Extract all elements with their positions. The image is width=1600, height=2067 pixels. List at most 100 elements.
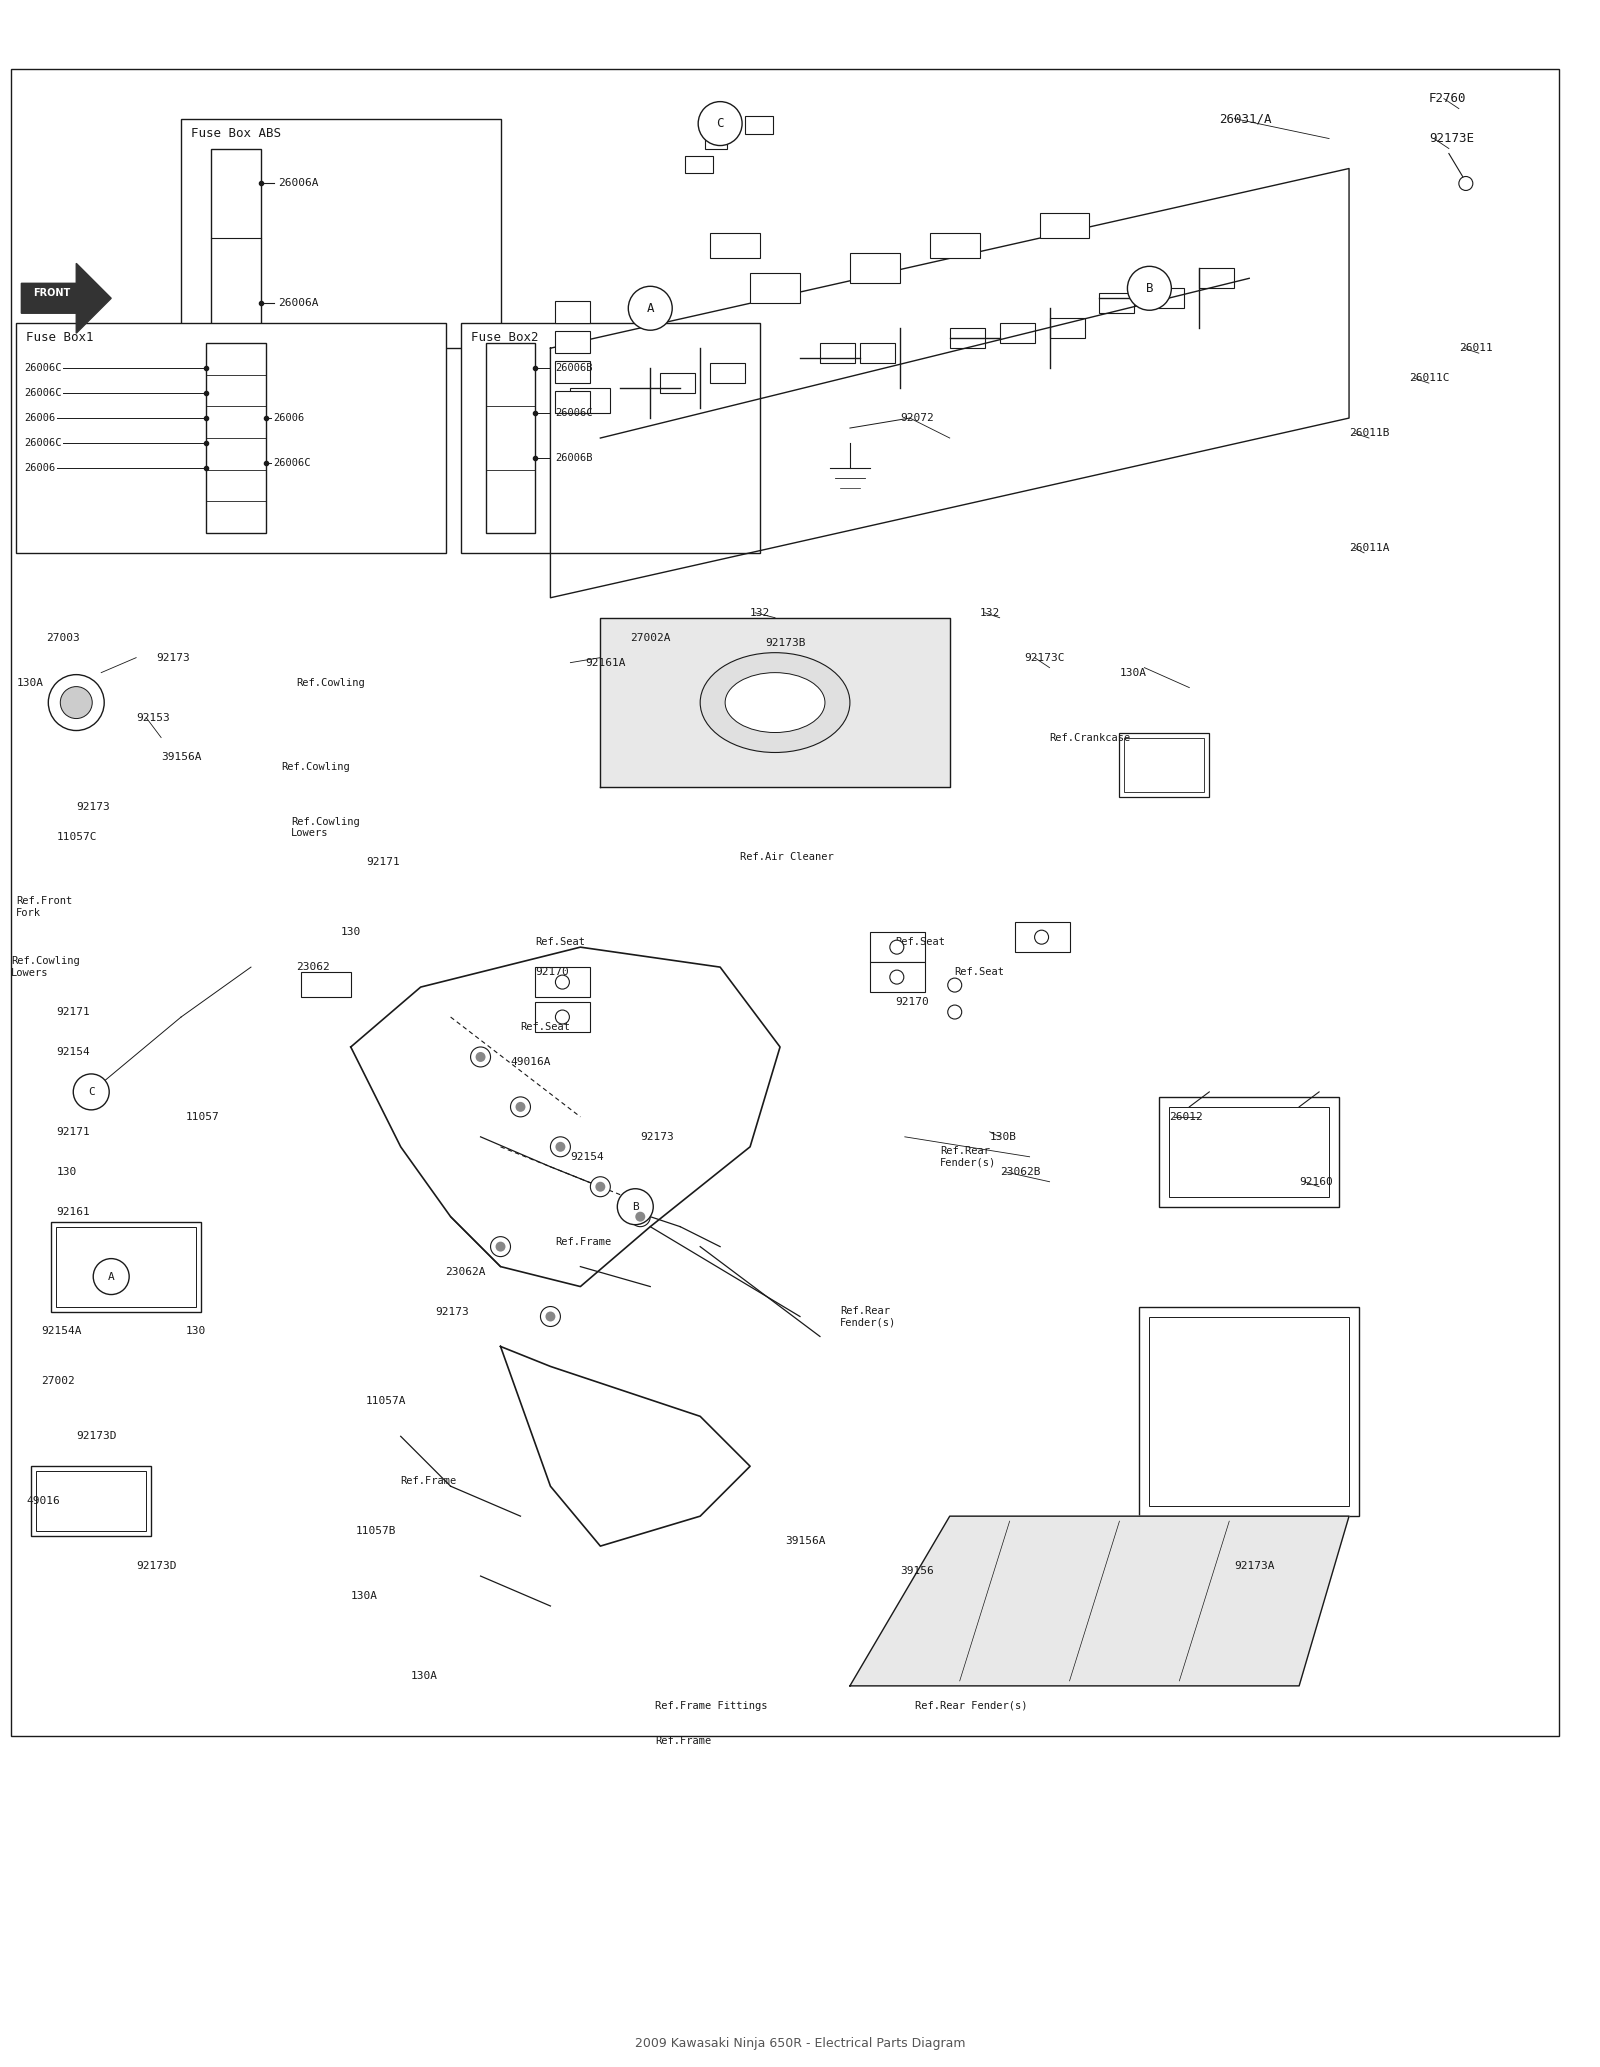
Circle shape	[470, 1048, 491, 1067]
Text: 92173D: 92173D	[77, 1430, 117, 1441]
Bar	[11, 68, 1558, 1736]
Text: 23062A: 23062A	[446, 1267, 486, 1277]
Circle shape	[48, 674, 104, 730]
Text: Ref.Frame: Ref.Frame	[555, 1236, 611, 1246]
Text: Ref.Frame Fittings: Ref.Frame Fittings	[656, 1701, 768, 1711]
Bar	[819, 343, 854, 364]
Text: 92171: 92171	[366, 858, 400, 868]
Text: Ref.Cowling: Ref.Cowling	[282, 763, 350, 773]
Text: 26011A: 26011A	[1349, 544, 1389, 552]
Bar	[685, 155, 714, 174]
Bar	[1040, 213, 1090, 238]
Bar	[485, 343, 536, 533]
Bar	[1050, 318, 1085, 339]
Bar	[555, 331, 590, 353]
Bar	[32, 1466, 150, 1536]
Bar	[1170, 1106, 1330, 1197]
Text: 92160: 92160	[1299, 1176, 1333, 1186]
Circle shape	[630, 1207, 650, 1226]
Text: 2009 Kawasaki Ninja 650R - Electrical Parts Diagram: 2009 Kawasaki Ninja 650R - Electrical Pa…	[635, 2038, 965, 2050]
Bar	[859, 343, 894, 364]
Circle shape	[890, 940, 904, 955]
Text: 39156A: 39156A	[786, 1536, 826, 1546]
Text: 92173D: 92173D	[136, 1561, 176, 1571]
Bar	[1200, 269, 1234, 287]
Bar	[1014, 922, 1069, 953]
Bar	[1139, 1306, 1358, 1517]
Text: 130A: 130A	[350, 1592, 378, 1602]
Text: Ref.Seat: Ref.Seat	[894, 936, 946, 947]
Text: Ref.Front
Fork: Ref.Front Fork	[16, 897, 72, 918]
Text: 92154: 92154	[570, 1151, 605, 1162]
Text: C: C	[88, 1087, 94, 1098]
Circle shape	[496, 1242, 506, 1253]
Text: 49016A: 49016A	[510, 1056, 550, 1067]
Text: 26006C: 26006C	[24, 438, 62, 449]
Text: 132: 132	[750, 608, 770, 618]
Text: 132: 132	[979, 608, 1000, 618]
Text: 26006A: 26006A	[278, 178, 318, 188]
Bar	[1125, 738, 1205, 792]
Bar	[1149, 1317, 1349, 1507]
Text: 27002: 27002	[42, 1377, 75, 1387]
Text: 92173C: 92173C	[1024, 653, 1066, 664]
Bar	[750, 273, 800, 304]
Text: 11057A: 11057A	[366, 1397, 406, 1406]
Text: Ref.Rear Fender(s): Ref.Rear Fender(s)	[915, 1701, 1027, 1711]
Text: 92161: 92161	[56, 1207, 90, 1217]
Text: 92154A: 92154A	[42, 1327, 82, 1337]
Bar	[51, 1222, 202, 1313]
Text: 23062: 23062	[296, 961, 330, 971]
Text: 26006C: 26006C	[24, 389, 62, 399]
Bar	[1160, 1098, 1339, 1207]
Text: 92170: 92170	[536, 967, 570, 978]
Text: Ref.Frame: Ref.Frame	[656, 1736, 712, 1747]
Bar	[206, 343, 266, 533]
Text: Ref.Cowling: Ref.Cowling	[296, 678, 365, 688]
Circle shape	[618, 1189, 653, 1224]
Circle shape	[1035, 930, 1048, 945]
Text: 26006: 26006	[24, 463, 56, 473]
Text: 92173: 92173	[77, 802, 110, 812]
Text: 26006C: 26006C	[274, 459, 310, 467]
Text: 26011B: 26011B	[1349, 428, 1389, 438]
Text: Ref.Cowling
Lowers: Ref.Cowling Lowers	[291, 816, 360, 837]
Text: 92171: 92171	[56, 1127, 90, 1137]
Circle shape	[491, 1236, 510, 1257]
Circle shape	[1459, 176, 1474, 190]
Text: 92173E: 92173E	[1429, 132, 1474, 145]
Text: Ref.Air Cleaner: Ref.Air Cleaner	[741, 852, 834, 862]
Text: 92173A: 92173A	[1234, 1561, 1275, 1571]
Bar	[1099, 294, 1134, 314]
Bar	[211, 149, 261, 329]
Circle shape	[947, 1005, 962, 1019]
Circle shape	[1128, 267, 1171, 310]
Text: 26006C: 26006C	[555, 407, 594, 418]
Text: 23062B: 23062B	[1000, 1166, 1040, 1176]
Circle shape	[475, 1052, 485, 1062]
Text: 92173: 92173	[435, 1306, 469, 1317]
Bar	[870, 932, 925, 961]
Text: 26031/A: 26031/A	[1219, 112, 1272, 126]
Circle shape	[550, 1137, 570, 1158]
Text: 92173: 92173	[157, 653, 190, 664]
Text: 92161A: 92161A	[586, 657, 626, 668]
Polygon shape	[21, 263, 110, 333]
Text: 92153: 92153	[136, 713, 170, 723]
Circle shape	[890, 969, 904, 984]
Circle shape	[590, 1176, 610, 1197]
Text: 92173B: 92173B	[765, 639, 805, 647]
Circle shape	[698, 101, 742, 145]
Circle shape	[541, 1306, 560, 1327]
Text: 92173: 92173	[640, 1133, 674, 1141]
Text: Ref.Seat: Ref.Seat	[955, 967, 1005, 978]
Text: 11057B: 11057B	[355, 1525, 397, 1536]
Polygon shape	[550, 169, 1349, 597]
Circle shape	[93, 1259, 130, 1294]
Bar	[710, 364, 746, 382]
Polygon shape	[850, 1517, 1349, 1687]
Bar	[536, 1002, 590, 1031]
Bar	[181, 118, 501, 347]
Bar	[37, 1472, 146, 1532]
Circle shape	[635, 1211, 645, 1222]
